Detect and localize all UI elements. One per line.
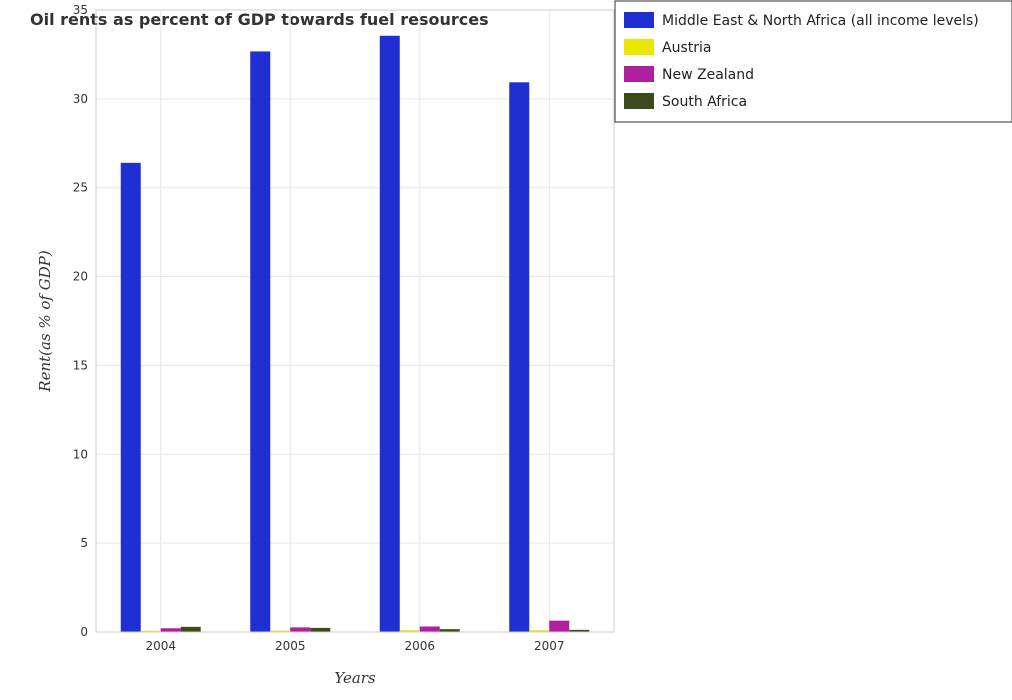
legend-swatch [624,93,654,109]
bar [180,626,201,632]
x-tick-label: 2005 [275,639,306,653]
bar [509,82,530,632]
bars [120,35,590,633]
bar [549,620,570,632]
chart-title: Oil rents as percent of GDP towards fuel… [30,10,489,29]
y-tick-label: 15 [73,358,88,372]
bar [569,629,590,632]
legend-swatch [624,66,654,82]
bar [310,627,331,632]
y-tick-label: 0 [80,625,88,639]
x-tick-label: 2004 [145,639,176,653]
legend-label: Austria [662,40,711,56]
x-tick-label: 2006 [404,639,435,653]
bar [439,629,460,632]
ticks: 0 5 10 15 20 25 30 35 2004 2005 2006 2007 [73,3,565,653]
legend-swatch [624,39,654,55]
bar [379,35,400,633]
bar [270,630,291,632]
x-axis-label: Years [334,669,376,687]
y-tick-label: 25 [73,181,88,195]
gridlines [96,9,614,633]
legend-label: South Africa [662,94,747,110]
y-tick-label: 10 [73,447,88,461]
bar [160,628,181,632]
bar [290,627,311,632]
legend-label: New Zealand [662,67,754,83]
bar [140,630,161,632]
legend-swatch [624,12,654,28]
legend-label: Middle East & North Africa (all income l… [662,13,979,29]
bar [529,630,550,632]
bar [419,626,440,632]
y-tick-label: 5 [80,536,88,550]
x-tick-label: 2007 [534,639,565,653]
bar [120,162,141,632]
bar [399,630,420,632]
legend: Middle East & North Africa (all income l… [614,0,1012,123]
y-tick-label: 35 [73,3,88,17]
legend-box [614,0,1012,123]
y-tick-label: 30 [73,92,88,106]
bar [250,51,271,633]
y-tick-label: 20 [73,270,88,284]
y-axis-label: Rent(as % of GDP) [36,250,54,393]
plot-frame [95,9,615,633]
